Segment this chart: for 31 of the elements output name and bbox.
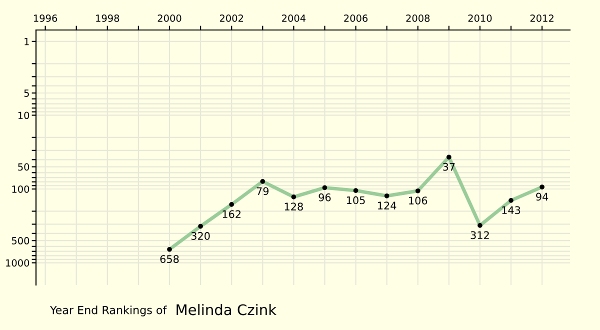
data-label: 124 (378, 202, 396, 210)
data-label: 79 (256, 187, 269, 196)
y-tick-label: 1 (24, 38, 29, 46)
y-tick-label: 100 (12, 185, 30, 193)
x-tick-label: 2002 (220, 14, 243, 22)
data-label: 312 (470, 231, 489, 240)
data-label: 143 (502, 206, 520, 214)
data-label: 658 (160, 255, 179, 263)
x-tick-label: 2004 (282, 14, 306, 22)
data-label: 37 (443, 162, 455, 171)
data-label: 94 (536, 192, 548, 201)
data-label: 96 (318, 193, 331, 202)
x-tick-label: 1998 (96, 14, 120, 22)
data-label: 320 (191, 232, 210, 240)
x-tick-label: 1996 (34, 14, 58, 22)
x-tick-label: 2000 (158, 14, 182, 22)
x-tick-label: 2010 (468, 14, 492, 22)
y-tick-label: 500 (12, 237, 30, 244)
data-label: 128 (284, 202, 303, 211)
data-label: 106 (409, 196, 428, 204)
x-tick-label: 2012 (530, 14, 554, 22)
y-tick-label: 5 (24, 90, 29, 97)
x-tick-label: 2008 (406, 14, 430, 22)
text: Melinda Czink (176, 304, 277, 316)
y-tick-label: 50 (18, 163, 30, 171)
y-tick-label: 10 (18, 112, 30, 120)
data-label: 105 (346, 196, 365, 204)
text: Year End Rankings of (50, 306, 167, 316)
data-label: 162 (222, 210, 240, 218)
x-tick-label: 2006 (344, 14, 368, 22)
y-tick-label: 1000 (6, 259, 30, 267)
